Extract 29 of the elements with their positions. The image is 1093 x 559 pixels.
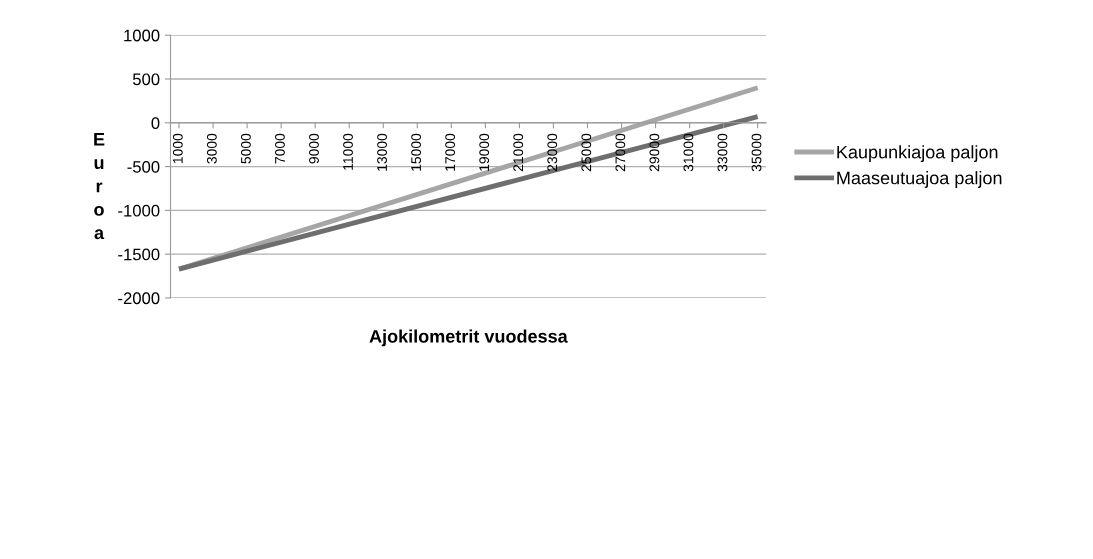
x-tick-label: 1000 (172, 133, 183, 164)
x-tick-label: 9000 (309, 133, 319, 164)
x-tick-label: 7000 (275, 133, 285, 164)
legend-label: Maaseutuajoa paljon (837, 171, 1002, 188)
y-tick-label: -1500 (118, 248, 160, 261)
x-tick-label: 21000 (513, 133, 524, 172)
legend-label: Kaupunkiajoa paljon (837, 145, 998, 163)
x-tick-label: 23000 (547, 133, 558, 172)
y-tick-label: 0 (151, 117, 160, 129)
x-tick-label: 35000 (751, 133, 762, 172)
y-tick-label: -500 (127, 160, 160, 173)
x-axis-title: Ajokilometrit vuodessa (369, 329, 568, 347)
y-tick-label: -1000 (118, 204, 160, 217)
y-tick-label: 500 (132, 73, 160, 86)
x-tick-label: 31000 (683, 133, 694, 172)
x-tick-label: 17000 (445, 133, 456, 171)
y-tick-label: 1000 (124, 29, 160, 42)
x-tick-label: 11000 (343, 133, 353, 170)
y-axis-title: Euroa (94, 133, 105, 240)
x-tick-label: 25000 (581, 133, 592, 172)
x-tick-label: 29000 (649, 133, 660, 172)
x-tick-label: 19000 (479, 133, 490, 171)
x-tick-label: 5000 (240, 133, 251, 164)
x-tick-label: 33000 (717, 133, 728, 172)
y-tick-label: -2000 (118, 292, 160, 305)
x-tick-label: 3000 (206, 133, 217, 164)
x-tick-label: 13000 (377, 133, 387, 171)
x-tick-label: 27000 (615, 133, 626, 172)
x-tick-label: 15000 (411, 133, 422, 171)
